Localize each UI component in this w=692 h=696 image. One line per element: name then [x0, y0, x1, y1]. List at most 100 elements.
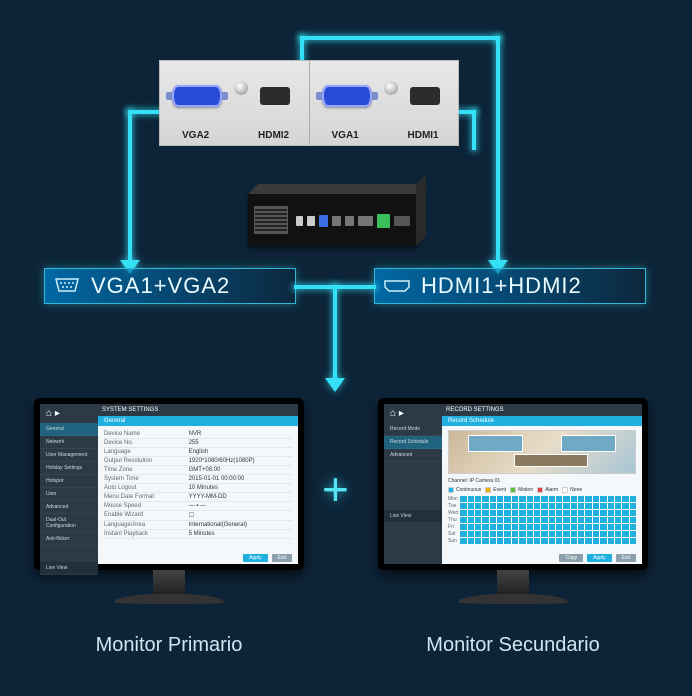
schedule-cell — [563, 524, 569, 530]
schedule-cell — [527, 510, 533, 516]
screen-tab: Record Schedule — [442, 416, 642, 426]
schedule-cell — [519, 510, 525, 516]
sidebar-item: User Management — [40, 449, 98, 462]
ports-panel: VGA2 HDMI2 VGA1 HDMI1 — [159, 60, 459, 146]
form-row: System Time2015-01-01 00:00:00 — [104, 475, 292, 484]
schedule-cell — [578, 538, 584, 544]
legend-item: Alarm — [537, 487, 558, 493]
schedule-cell — [563, 531, 569, 537]
schedule-cell — [615, 503, 621, 509]
schedule-cell — [541, 531, 547, 537]
schedule-cell — [578, 524, 584, 530]
schedule-cell — [563, 503, 569, 509]
schedule-cell — [460, 538, 466, 544]
screen-footer: Copy Apply Exit — [442, 552, 642, 564]
sidebar-item: Record Schedule — [384, 436, 442, 449]
form-row: Output Resolution1920*1080/60Hz(1080P) — [104, 457, 292, 466]
schedule-cell — [534, 503, 540, 509]
schedule-cell — [475, 531, 481, 537]
hdmi-icon — [383, 273, 411, 299]
connector — [300, 36, 304, 62]
schedule-cell — [497, 510, 503, 516]
home-icon: ⌂ ▸ — [40, 408, 98, 423]
schedule-cell — [571, 517, 577, 523]
schedule-cell — [490, 503, 496, 509]
schedule-cell — [630, 538, 636, 544]
schedule-cell — [630, 517, 636, 523]
schedule-cell — [468, 503, 474, 509]
schedule-cell — [615, 524, 621, 530]
channel-row: Channel: IP Camera 01 — [448, 478, 636, 484]
form-row: Time ZoneGMT+08:00 — [104, 466, 292, 475]
hdmi-labelbar-text: HDMI1+HDMI2 — [421, 273, 582, 299]
plus-icon: + — [322, 462, 349, 516]
schedule-cell — [475, 524, 481, 530]
schedule-cell — [600, 510, 606, 516]
schedule-cell — [622, 517, 628, 523]
schedule-cell — [600, 503, 606, 509]
schedule-cell — [593, 503, 599, 509]
schedule-cell — [468, 538, 474, 544]
schedule-cell — [468, 517, 474, 523]
schedule-cell — [460, 503, 466, 509]
schedule-cell — [490, 524, 496, 530]
schedule-cell — [608, 531, 614, 537]
schedule-cell — [600, 524, 606, 530]
schedule-cell — [541, 510, 547, 516]
schedule-cell — [556, 510, 562, 516]
screw — [234, 81, 248, 95]
monitor-screen: ⌂ ▸ GeneralNetworkUser ManagementHoliday… — [40, 404, 298, 564]
hdmi2-label: HDMI2 — [258, 130, 289, 141]
schedule-cell — [563, 517, 569, 523]
schedule-cell — [504, 503, 510, 509]
schedule-cell — [527, 517, 533, 523]
nvr-device — [248, 192, 418, 246]
connector — [333, 285, 337, 381]
legend-item: Event — [485, 487, 506, 493]
connector — [128, 110, 132, 266]
schedule-cell — [541, 524, 547, 530]
schedule-cell — [497, 524, 503, 530]
schedule-cell — [460, 496, 466, 502]
schedule-cell — [497, 538, 503, 544]
schedule-cell — [482, 510, 488, 516]
schedule-cell — [593, 517, 599, 523]
schedule-cell — [460, 524, 466, 530]
apply-button: Apply — [243, 554, 268, 562]
schedule-cell — [490, 517, 496, 523]
diagram-stage: VGA2 HDMI2 VGA1 HDMI1 VGA1+VGA2 — [0, 0, 692, 696]
schedule-cell — [600, 496, 606, 502]
schedule-cell — [578, 503, 584, 509]
schedule-cell — [549, 503, 555, 509]
connector — [496, 36, 500, 266]
schedule-cell — [527, 531, 533, 537]
schedule-cell — [475, 503, 481, 509]
schedule-cell — [534, 517, 540, 523]
schedule-cell — [468, 510, 474, 516]
schedule-cell — [549, 496, 555, 502]
schedule-cell — [482, 496, 488, 502]
schedule-cell — [512, 510, 518, 516]
schedule-cell — [622, 524, 628, 530]
day-label: Sun — [448, 538, 458, 544]
ports-right: VGA1 HDMI1 — [310, 61, 459, 145]
day-label: Tue — [448, 503, 458, 509]
schedule-cell — [534, 538, 540, 544]
schedule-cell — [585, 524, 591, 530]
form-row: Instant Playback5 Minutes — [104, 530, 292, 539]
schedule-cell — [585, 517, 591, 523]
home-icon: ⌂ ▸ — [384, 408, 442, 423]
schedule-cell — [475, 496, 481, 502]
schedule-cell — [519, 524, 525, 530]
schedule-cell — [534, 496, 540, 502]
screen-main: SYSTEM SETTINGS General Device NameNVRDe… — [98, 404, 298, 564]
monitor-base — [114, 594, 224, 604]
schedule-cell — [622, 496, 628, 502]
schedule-cell — [630, 531, 636, 537]
monitor-stand — [497, 570, 529, 594]
schedule-cell — [541, 517, 547, 523]
schedule-cell — [549, 531, 555, 537]
vga-icon — [53, 273, 81, 299]
schedule-cell — [497, 496, 503, 502]
schedule-cell — [490, 510, 496, 516]
